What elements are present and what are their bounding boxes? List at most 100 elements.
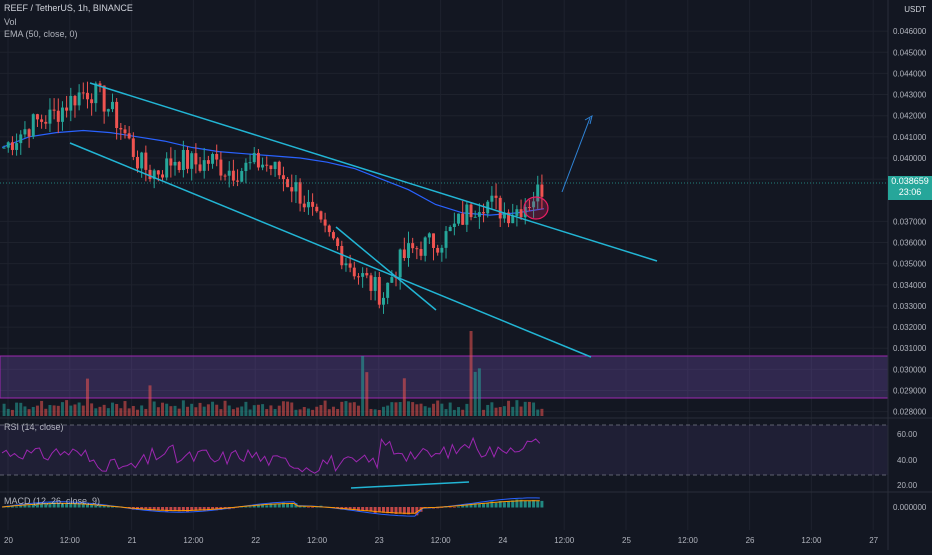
price-tick-label: 0.043000 bbox=[893, 91, 927, 100]
macd-hist-bar bbox=[457, 506, 461, 508]
trendlines[interactable] bbox=[69, 82, 658, 489]
volume-bar bbox=[161, 402, 164, 416]
macd-hist-bar bbox=[152, 507, 156, 510]
macd-hist-bar bbox=[477, 503, 481, 508]
macd-hist-bar bbox=[532, 499, 536, 508]
projection-arrow[interactable] bbox=[561, 117, 591, 193]
macd-hist-bar bbox=[81, 502, 85, 508]
candle-body bbox=[156, 170, 160, 175]
candle-body bbox=[56, 110, 60, 122]
volume-bar bbox=[532, 402, 536, 416]
time-tick-label: 27 bbox=[869, 536, 878, 545]
candle-body bbox=[398, 249, 402, 278]
volume-bar bbox=[256, 404, 260, 416]
volume-highlight-band bbox=[0, 355, 889, 399]
volume-bar bbox=[502, 406, 506, 416]
time-axis[interactable]: 20 12:00 21 12:00 22 12:00 23 12:00 24 12:00 25 12:… bbox=[4, 536, 879, 545]
candle-body bbox=[473, 216, 477, 218]
macd-hist-bar bbox=[52, 502, 56, 508]
candle-body bbox=[10, 142, 14, 150]
volume-bar bbox=[127, 408, 131, 416]
macd-hist-bar bbox=[540, 500, 544, 508]
price-axis[interactable]: 0.046000 0.045000 0.044000 0.043000 0.042000… bbox=[893, 27, 927, 512]
candle-body bbox=[444, 231, 448, 248]
macd-tick-label: 0.000000 bbox=[893, 503, 927, 512]
volume-bar bbox=[65, 400, 69, 416]
volume-bar bbox=[269, 405, 273, 416]
volume-bar bbox=[94, 408, 98, 416]
candle-body bbox=[448, 227, 452, 232]
macd-legend[interactable]: MACD (12, 26, close, 9) bbox=[4, 496, 101, 506]
candle-body bbox=[6, 142, 10, 148]
breakout-circle[interactable] bbox=[523, 196, 549, 220]
volume-bar bbox=[461, 409, 465, 416]
volume-bar bbox=[361, 356, 365, 416]
macd-hist-bar bbox=[252, 505, 256, 508]
macd-hist-bar bbox=[144, 507, 148, 510]
volume-bar bbox=[411, 402, 415, 416]
macd-hist-bar bbox=[523, 500, 527, 508]
candle-body bbox=[540, 184, 544, 197]
candle-body bbox=[65, 107, 69, 111]
candle-body bbox=[202, 160, 206, 171]
macd-hist-bar bbox=[127, 507, 131, 508]
macd-hist-bar bbox=[306, 507, 310, 508]
volume-bar bbox=[244, 401, 248, 416]
price-tick-label: 0.029000 bbox=[893, 387, 927, 396]
volume-bar bbox=[119, 408, 123, 416]
price-tick-label: 0.033000 bbox=[893, 302, 927, 311]
symbol-title[interactable]: REEF / TetherUS, 1h, BINANCE bbox=[4, 3, 133, 13]
volume-bar bbox=[19, 402, 23, 416]
channel-upper-line[interactable] bbox=[89, 82, 658, 262]
rsi-legend[interactable]: RSI (14, close) bbox=[4, 422, 64, 432]
volume-bar bbox=[323, 400, 327, 416]
candle-body bbox=[323, 219, 327, 226]
candle-body bbox=[519, 209, 523, 218]
rsi-divergence-line[interactable] bbox=[350, 481, 470, 489]
candle-body bbox=[15, 143, 19, 150]
volume-bar bbox=[252, 405, 256, 416]
volume-bar bbox=[186, 406, 190, 416]
candle-body bbox=[452, 223, 456, 228]
volume-bar bbox=[111, 402, 114, 416]
volume-bar bbox=[52, 405, 56, 416]
volume-bar bbox=[469, 331, 473, 416]
candle-body bbox=[69, 95, 73, 111]
macd-hist-bar bbox=[161, 507, 164, 511]
time-tick-label: 12:00 bbox=[554, 536, 575, 545]
macd-hist-bar bbox=[15, 506, 19, 508]
volume-legend[interactable]: Vol bbox=[4, 17, 17, 27]
time-tick-label: 22 bbox=[251, 536, 260, 545]
channel-lower-line[interactable] bbox=[69, 142, 592, 358]
candle-body bbox=[252, 152, 256, 163]
candle-body bbox=[94, 83, 98, 104]
time-tick-label: 21 bbox=[128, 536, 137, 545]
ema-legend[interactable]: EMA (50, close, 0) bbox=[4, 29, 78, 39]
candle-body bbox=[319, 211, 323, 220]
candle-body bbox=[148, 169, 152, 179]
volume-bar bbox=[486, 404, 490, 416]
volume-bar bbox=[165, 403, 169, 416]
candle-body bbox=[35, 114, 39, 120]
volume-bar bbox=[356, 405, 360, 416]
volume-bar bbox=[457, 407, 461, 416]
macd-hist-bar bbox=[69, 503, 73, 508]
candle-body bbox=[532, 201, 536, 208]
volume-bar bbox=[348, 402, 352, 416]
candle-body bbox=[73, 95, 77, 106]
volume-bar bbox=[194, 407, 198, 416]
macd-hist-bar bbox=[486, 503, 490, 508]
volume-bar bbox=[390, 402, 394, 416]
candle-body bbox=[469, 204, 473, 218]
candle-body bbox=[436, 247, 440, 253]
candle-body bbox=[161, 174, 164, 178]
rsi-line bbox=[1, 436, 541, 474]
wedge-line[interactable] bbox=[335, 226, 437, 311]
volume-bar bbox=[281, 401, 285, 416]
volume-bar bbox=[144, 408, 148, 416]
volume-bar bbox=[386, 405, 390, 416]
volume-bar bbox=[15, 402, 19, 416]
price-tick-label: 0.042000 bbox=[893, 112, 927, 121]
